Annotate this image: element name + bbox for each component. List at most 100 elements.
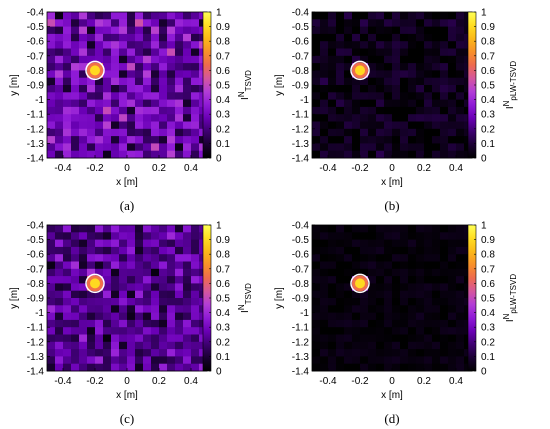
target-core	[90, 65, 100, 76]
heatmap-cell	[416, 63, 425, 71]
heatmap-cell	[376, 114, 385, 122]
heatmap-cell	[416, 312, 425, 321]
heatmap-cell	[151, 254, 160, 262]
heatmap-cell	[79, 283, 88, 292]
heatmap-cell	[175, 363, 184, 372]
heatmap-cell	[432, 26, 441, 35]
heatmap-cell	[87, 55, 96, 64]
heatmap-cell	[159, 70, 168, 79]
heatmap-cell	[143, 12, 152, 20]
heatmap-cell	[47, 26, 56, 35]
heatmap-cell	[416, 305, 425, 313]
heatmap-cell	[159, 77, 168, 86]
heatmap-cell	[456, 114, 465, 122]
heatmap-cell	[103, 99, 112, 108]
heatmap-cell	[103, 327, 112, 335]
heatmap-cell	[191, 128, 200, 137]
heatmap-cell	[55, 41, 64, 49]
heatmap-cell	[111, 334, 120, 343]
heatmap-cell	[312, 63, 321, 71]
heatmap-cell	[143, 290, 152, 299]
heatmap-cell	[384, 276, 393, 284]
colorbar-label-sub: TSVD	[244, 283, 253, 305]
heatmap-cell	[55, 319, 64, 328]
heatmap-cell	[47, 327, 56, 335]
heatmap-cell	[127, 26, 136, 35]
heatmap-cell	[352, 128, 361, 137]
heatmap-cell	[336, 19, 345, 27]
heatmap-cell	[135, 268, 144, 277]
heatmap-cell	[167, 283, 176, 292]
colorbar-tick-label: 0	[481, 154, 487, 165]
heatmap-cell	[400, 92, 409, 100]
heatmap-cell	[392, 128, 401, 137]
heatmap-cell	[143, 19, 152, 27]
heatmap-cell	[320, 261, 329, 270]
heatmap-cell	[55, 150, 64, 159]
heatmap-cell	[119, 349, 128, 357]
colorbar-tick-label: 0.4	[481, 308, 495, 319]
heatmap-cell	[87, 92, 96, 100]
heatmap-cell	[47, 136, 56, 144]
heatmap-cell	[432, 225, 441, 233]
heatmap-cell	[87, 239, 96, 248]
heatmap-cell	[103, 70, 112, 79]
heatmap-cell	[320, 99, 329, 108]
heatmap-cell	[432, 246, 441, 255]
heatmap-cell	[111, 261, 120, 270]
heatmap-cell	[191, 77, 200, 86]
heatmap-cell	[167, 254, 176, 262]
heatmap-cell	[368, 246, 377, 255]
heatmap-cell	[320, 33, 329, 42]
heatmap-cell	[392, 150, 401, 159]
heatmap-cell	[111, 232, 120, 240]
heatmap-cell	[320, 246, 329, 255]
heatmap-cell	[400, 290, 409, 299]
heatmap-cell	[95, 356, 104, 365]
heatmap-cell	[143, 268, 152, 277]
heatmap-cell	[159, 136, 168, 144]
heatmap-cell	[392, 70, 401, 79]
heatmap-cell	[328, 150, 337, 159]
heatmap-cell	[119, 136, 128, 144]
heatmap-cell	[95, 232, 104, 240]
heatmap-cell	[424, 19, 433, 27]
heatmap-cell	[336, 334, 345, 343]
heatmap-cell	[103, 143, 112, 152]
heatmap-cell	[416, 41, 425, 49]
heatmap-cell	[63, 261, 72, 270]
heatmap-cell	[376, 55, 385, 64]
heatmap-cell	[432, 128, 441, 137]
heatmap-cell	[360, 136, 369, 144]
heatmap-cell	[344, 92, 353, 100]
colorbar-tick-label: 0.2	[481, 337, 495, 348]
heatmap-cell	[312, 26, 321, 35]
heatmap-cell	[79, 114, 88, 122]
heatmap-cell	[183, 334, 192, 343]
heatmap-cell	[432, 290, 441, 299]
heatmap-cell	[336, 232, 345, 240]
heatmap-cell	[135, 276, 144, 284]
heatmap-cell	[151, 225, 160, 233]
heatmap-cell	[103, 136, 112, 144]
heatmap-cell	[79, 327, 88, 335]
heatmap-cell	[71, 48, 80, 57]
panel-b: -0.4-0.5-0.6-0.7-0.8-0.9-1-1.1-1.2-1.3-1…	[274, 8, 518, 214]
heatmap-cell	[312, 261, 321, 270]
heatmap-cell	[424, 283, 433, 292]
heatmap-cell	[183, 99, 192, 108]
heatmap-cell	[320, 121, 329, 130]
heatmap-cell	[191, 136, 200, 144]
heatmap-cell	[448, 312, 457, 321]
heatmap-cell	[167, 239, 176, 248]
heatmap-cell	[87, 298, 96, 306]
heatmap-cell	[191, 92, 200, 100]
heatmap-cell	[328, 77, 337, 86]
heatmap-cell	[135, 225, 144, 233]
heatmap-cell	[159, 276, 168, 284]
heatmap-cell	[167, 298, 176, 306]
heatmap-cell	[424, 232, 433, 240]
heatmap-cell	[392, 92, 401, 100]
heatmap-cell	[352, 114, 361, 122]
heatmap-cell	[143, 33, 152, 42]
